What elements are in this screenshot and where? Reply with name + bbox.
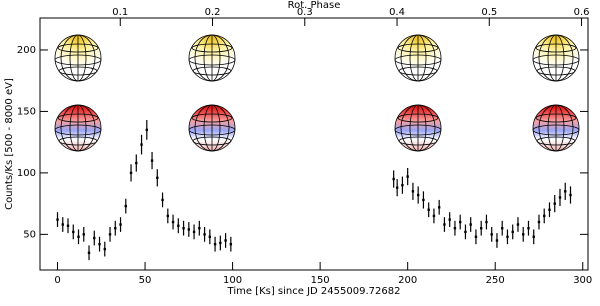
x2-tick-label: 0.4 [389,7,405,18]
plot-frame [39,17,589,271]
x2-axis-label: Rot. Phase [288,0,341,11]
x-tick-label: 200 [398,275,417,286]
x-tick-label: 0 [54,275,60,286]
y-tick-label: 100 [17,168,36,179]
x-tick-label: 100 [223,275,242,286]
x-tick-label: 150 [311,275,330,286]
x2-tick-label: 0.5 [481,7,497,18]
x2-tick-label: 0.6 [574,7,590,18]
y-tick-label: 200 [17,45,36,56]
x-tick-label: 250 [486,275,505,286]
x-tick-label: 300 [573,275,592,286]
x-axis-label: Time [Ks] since JD 2455009.72682 [227,286,401,297]
x2-tick-label: 0.1 [112,7,128,18]
y-tick-label: 50 [23,229,36,240]
x2-tick-label: 0.2 [205,7,221,18]
y-axis-label: Counts/Ks [500 - 8000 eV] [4,78,15,210]
maps [55,35,579,151]
y-tick-label: 150 [17,106,36,117]
x2-tick-label: 0.3 [297,7,313,18]
x-tick-label: 50 [139,275,152,286]
